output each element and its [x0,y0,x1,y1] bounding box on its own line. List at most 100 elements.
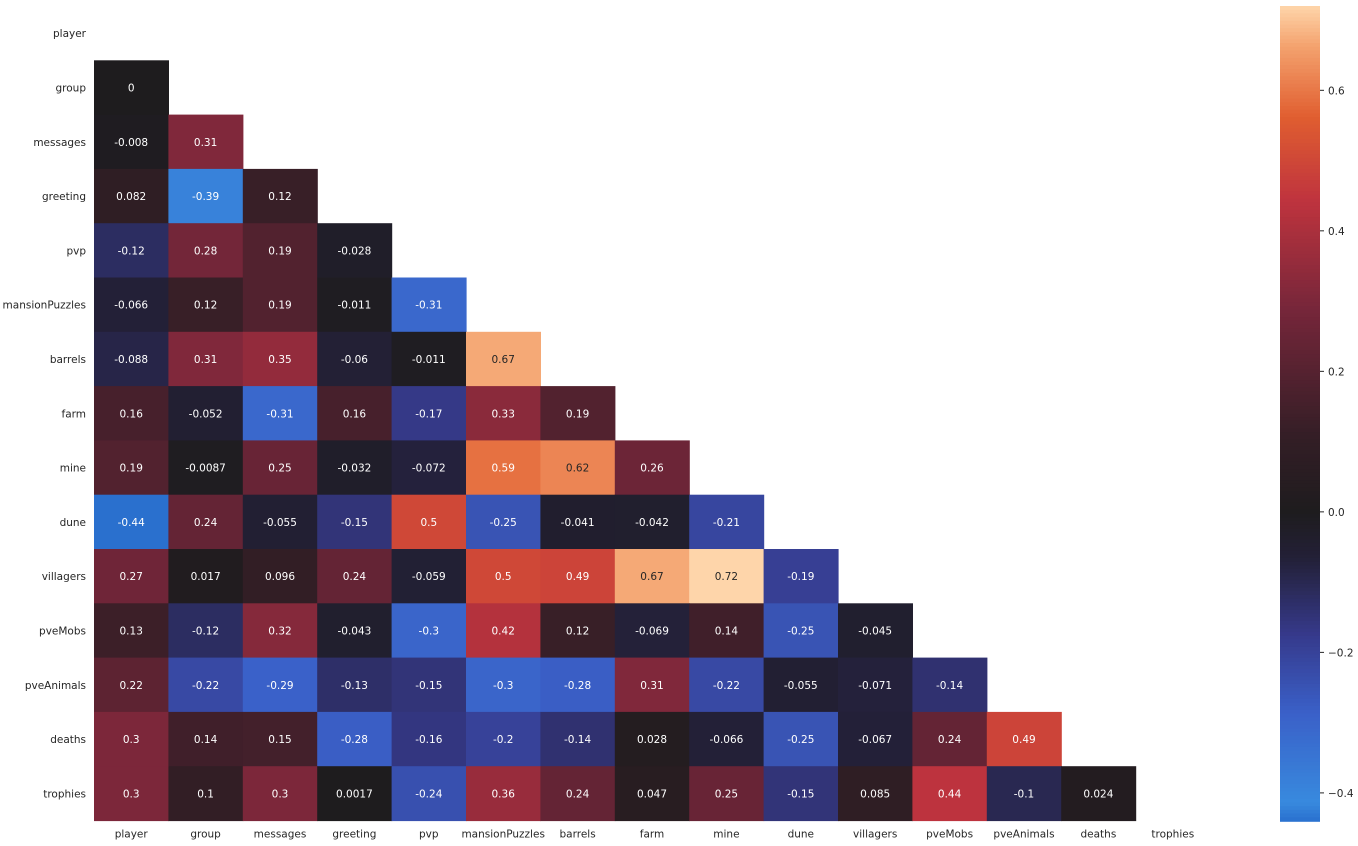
colorbar-segment [1280,561,1320,567]
cell-annotation: 0.13 [120,625,143,637]
colorbar-segment [1280,176,1320,181]
heatmap-cell-trophies-mansionPuzzles [466,766,541,822]
colorbar-segment [1280,213,1320,218]
colorbar-segment [1280,806,1320,811]
colorbar-segment [1280,261,1320,267]
cell-annotation: -0.011 [337,300,371,312]
colorbar-segment [1280,128,1320,133]
colorbar-segment [1280,309,1320,315]
heatmap-cell-trophies-player [94,766,169,822]
colorbar-segment [1280,606,1320,611]
colorbar-segment [1280,320,1320,326]
x-tick-label: deaths [1080,829,1116,841]
colorbar-tick-label: 0.4 [1328,226,1345,238]
colorbar-segment [1280,817,1320,822]
cell-annotation: 0.32 [268,625,291,637]
colorbar-segment [1280,632,1320,637]
cell-annotation: 0.31 [194,137,217,149]
cell-annotation: -0.066 [114,300,148,312]
heatmap-cell-pveMobs-player [94,603,169,659]
heatmap-cell-greeting-group [168,168,244,224]
y-tick-label: mine [60,463,86,475]
heatmap-cell-pveMobs-farm [614,603,690,659]
colorbar-segment [1280,543,1320,548]
heatmap-cell-messages-player [94,114,169,170]
colorbar-segment [1280,243,1320,248]
x-tick-label: villagers [853,829,897,841]
cell-annotation: -0.042 [635,517,669,529]
colorbar-segment [1280,532,1320,537]
heatmap-cell-pveAnimals-villagers [838,657,913,713]
colorbar-segment [1280,187,1320,193]
colorbar-segment [1280,787,1320,793]
colorbar-segment [1280,635,1320,641]
cell-annotation: 0.082 [116,191,146,203]
colorbar-segment [1280,76,1320,81]
colorbar-segment [1280,754,1320,759]
colorbar-segment [1280,546,1320,552]
heatmap-cell-trophies-pveMobs [912,766,988,822]
heatmap-cell-villagers-greeting [317,549,393,604]
colorbar-segment [1280,43,1320,48]
heatmap-cell-pveMobs-messages [242,603,318,659]
colorbar-segment [1280,391,1320,396]
colorbar-segment [1280,502,1320,507]
colorbar-segment [1280,628,1320,633]
x-tick-label: messages [254,829,307,841]
cell-annotation: 0.3 [123,734,140,746]
colorbar-segment [1280,61,1320,67]
heatmap-cell-farm-messages [242,386,318,441]
heatmap-cell-mansionPuzzles-pvp [391,277,467,333]
cell-annotation: 0.27 [120,571,143,583]
heatmap-cell-deaths-pveAnimals [986,711,1062,767]
heatmap-cell-deaths-player [94,711,169,767]
cell-annotation: -0.069 [635,625,669,637]
heatmap-cell-deaths-dune [763,711,839,767]
colorbar-segment [1280,750,1320,756]
cell-annotation: -0.44 [118,517,145,529]
colorbar-tick-label: −0.4 [1328,788,1354,800]
heatmap-cell-farm-greeting [317,386,393,441]
colorbar-segment [1280,669,1320,674]
colorbar-segment [1280,31,1320,37]
colorbar-segment [1280,735,1320,741]
colorbar-segment [1280,802,1320,807]
heatmap-cell-dune-farm [614,494,690,550]
colorbar-segment [1280,387,1320,393]
colorbar-segment [1280,83,1320,89]
heatmap-cell-dune-pvp [391,494,467,550]
colorbar-tick-label: 0.6 [1328,85,1345,97]
cell-annotation: -0.3 [493,680,514,692]
colorbar-segment [1280,617,1320,622]
heatmap-cell-deaths-pveMobs [912,711,988,767]
cell-annotation: 0.1 [197,788,214,800]
cell-annotation: -0.055 [784,680,818,692]
colorbar-segment [1280,406,1320,411]
colorbar-segment [1280,198,1320,204]
heatmap-cell-pveAnimals-player [94,657,169,713]
cell-annotation: 0.31 [194,354,217,366]
cell-annotation: 0.017 [191,571,221,583]
colorbar-segment [1280,394,1320,400]
heatmap-cell-pveMobs-barrels [540,603,616,659]
heatmap-cell-pvp-player [94,223,169,279]
heatmap-cell-pvp-greeting [317,223,393,279]
heatmap-cell-deaths-barrels [540,711,616,767]
heatmap-cell-farm-player [94,386,169,441]
colorbar-segment [1280,346,1320,352]
colorbar-segment [1280,94,1320,100]
cell-annotation: -0.31 [266,408,293,420]
colorbar-segment [1280,620,1320,626]
x-axis-labels: player group messages greeting pvp mansionPuz… [115,829,1195,841]
colorbar-segment [1280,772,1320,778]
heatmap-cell-dune-messages [242,494,318,550]
cell-annotation: -0.028 [337,245,371,257]
colorbar-segment [1280,624,1320,630]
heatmap-cell-pveMobs-pvp [391,603,467,659]
colorbar-segment [1280,683,1320,689]
colorbar-segment [1280,483,1320,489]
cell-annotation: -0.055 [263,517,297,529]
cell-annotation: -0.16 [415,734,442,746]
colorbar-segment [1280,398,1320,404]
